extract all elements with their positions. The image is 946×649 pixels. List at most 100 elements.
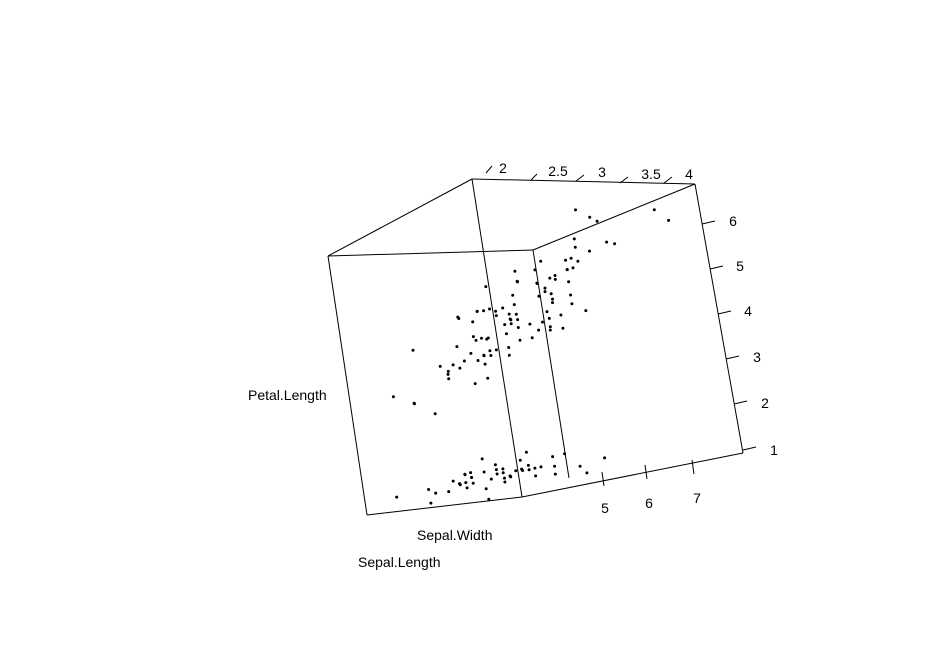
data-point	[469, 351, 473, 355]
data-point	[548, 328, 552, 332]
data-point	[524, 450, 528, 454]
data-point	[551, 455, 555, 459]
data-point	[455, 345, 459, 349]
y-axis-label: Sepal.Width	[417, 527, 492, 543]
data-point	[572, 237, 576, 241]
box-edge	[366, 496, 523, 516]
y-tick-label: 3.5	[641, 166, 661, 182]
data-point	[484, 285, 488, 289]
data-point	[483, 362, 487, 366]
data-point	[537, 294, 541, 298]
data-point	[488, 307, 491, 311]
data-point	[573, 245, 577, 249]
data-point	[543, 290, 547, 294]
data-point	[482, 309, 486, 313]
z-tick	[701, 220, 716, 225]
data-point	[434, 491, 438, 495]
data-point	[494, 468, 498, 472]
z-tick	[717, 310, 732, 315]
x-tick-label: 6	[645, 495, 653, 511]
data-point	[471, 335, 475, 339]
data-point	[458, 366, 462, 370]
data-point	[503, 323, 507, 327]
data-point	[447, 377, 451, 381]
box-edge	[471, 178, 696, 185]
data-point	[527, 468, 531, 472]
z-tick	[742, 446, 757, 451]
data-point	[514, 469, 518, 473]
z-tick	[733, 400, 748, 405]
data-point	[588, 215, 592, 219]
data-point	[507, 353, 511, 357]
data-point	[503, 480, 507, 484]
x-tick-label: 7	[693, 490, 701, 506]
box-edge	[327, 178, 473, 257]
data-point	[493, 463, 497, 467]
data-points	[391, 208, 671, 505]
data-point	[470, 476, 474, 479]
data-point	[588, 249, 591, 253]
data-point	[480, 457, 484, 461]
data-point	[446, 372, 450, 376]
data-point	[471, 481, 475, 485]
z-tick-label: 2	[761, 395, 769, 411]
data-point	[533, 466, 537, 470]
data-point	[585, 471, 589, 475]
data-point	[511, 293, 515, 297]
data-point	[539, 465, 543, 469]
data-point	[603, 456, 607, 460]
data-point	[476, 359, 480, 362]
data-point	[584, 309, 588, 313]
data-point	[438, 364, 442, 368]
y-tick	[663, 176, 673, 184]
data-point	[605, 240, 609, 244]
data-point	[613, 242, 617, 246]
data-point	[458, 483, 462, 487]
data-point	[474, 338, 478, 342]
data-point	[469, 471, 473, 475]
y-tick-label: 2.5	[548, 163, 568, 179]
data-point	[569, 256, 573, 260]
data-point	[571, 266, 575, 270]
data-point	[553, 472, 557, 476]
data-point	[456, 315, 460, 319]
data-point	[395, 495, 399, 499]
data-point	[429, 501, 433, 505]
y-tick-label: 3	[598, 164, 606, 180]
z-tick-label: 3	[753, 349, 761, 365]
data-point	[451, 363, 455, 367]
data-point	[541, 320, 544, 324]
data-point	[446, 369, 450, 373]
data-point	[543, 286, 547, 290]
data-point	[465, 486, 469, 490]
data-point	[501, 467, 505, 471]
data-point	[494, 348, 498, 352]
z-tick-label: 4	[744, 303, 752, 319]
data-point	[488, 349, 492, 353]
box-edge	[521, 452, 744, 498]
data-point	[480, 336, 483, 340]
x-tick	[691, 459, 695, 475]
data-point	[501, 306, 505, 310]
data-point	[578, 464, 582, 468]
data-point	[548, 276, 552, 280]
data-point	[545, 310, 549, 314]
data-point	[520, 467, 524, 471]
z-tick	[709, 265, 724, 270]
data-point	[553, 277, 557, 281]
data-point	[515, 279, 519, 283]
data-point	[411, 348, 415, 352]
data-point	[549, 292, 553, 296]
data-point	[576, 259, 580, 263]
data-point	[504, 332, 508, 336]
data-point	[551, 297, 554, 301]
box-edge	[532, 183, 696, 251]
data-point	[495, 472, 499, 476]
data-point	[487, 497, 491, 501]
axis-ticks	[485, 165, 757, 487]
data-point	[507, 312, 511, 316]
data-point	[509, 322, 513, 326]
data-point	[471, 320, 475, 324]
data-point	[548, 325, 552, 329]
